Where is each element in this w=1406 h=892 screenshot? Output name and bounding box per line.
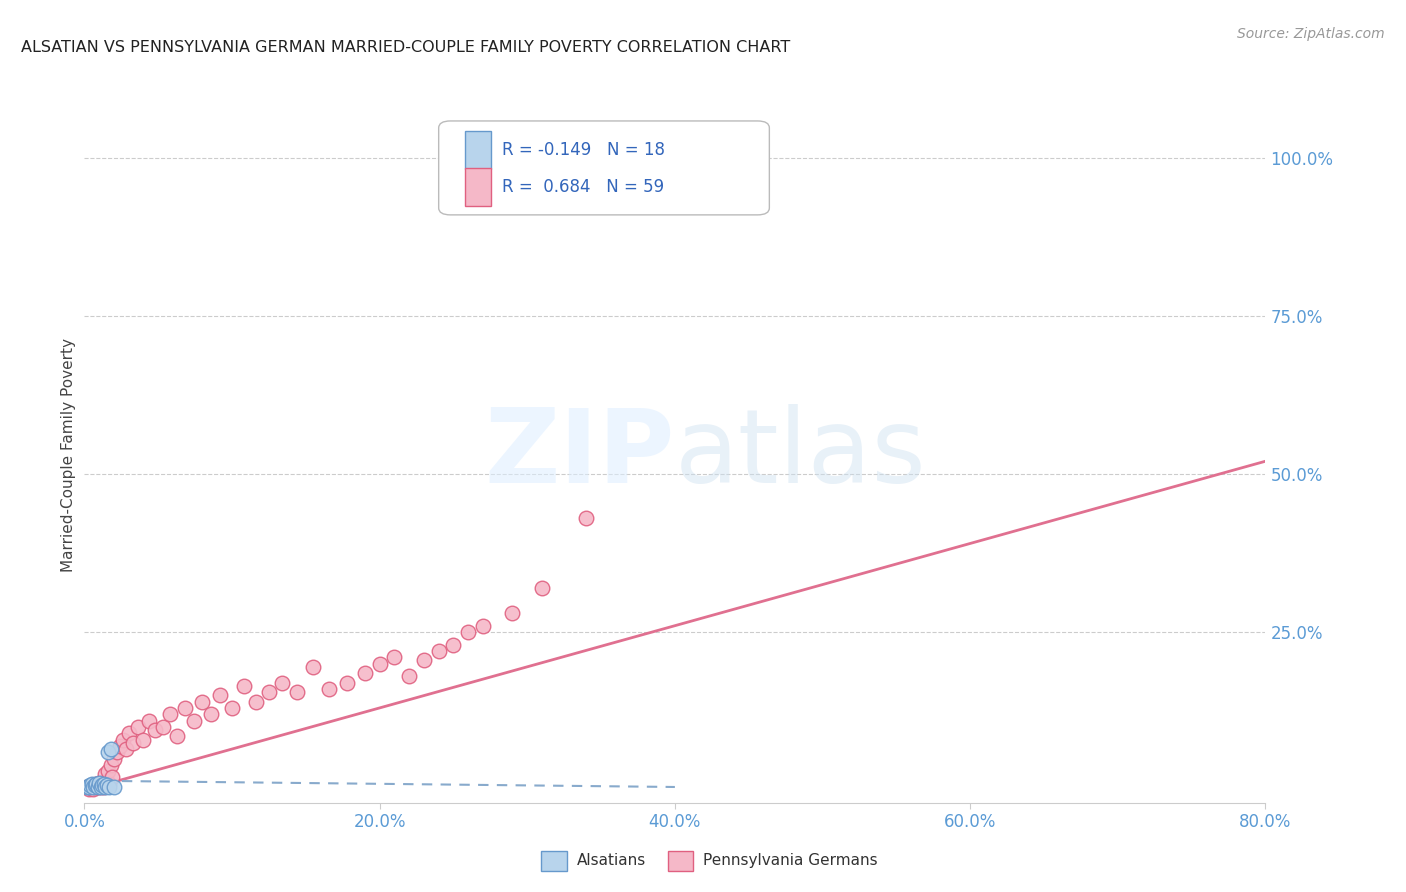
Point	[100, 757, 122, 772]
Text: Pennsylvania Germans: Pennsylvania Germans	[703, 854, 877, 868]
Point	[93, 777, 115, 791]
Point	[531, 581, 554, 595]
Point	[93, 780, 115, 794]
Point	[98, 780, 121, 794]
Point	[166, 730, 188, 744]
Point	[80, 777, 103, 791]
Point	[501, 606, 523, 620]
Point	[173, 701, 195, 715]
Text: Source: ZipAtlas.com: Source: ZipAtlas.com	[1237, 27, 1385, 41]
Point	[354, 666, 377, 681]
Point	[132, 732, 155, 747]
Bar	[464, 131, 491, 169]
Point	[200, 707, 222, 722]
Point	[457, 625, 479, 640]
Point	[97, 764, 120, 779]
Point	[77, 781, 100, 796]
Text: atlas: atlas	[675, 404, 927, 506]
Point	[101, 771, 124, 785]
Point	[127, 720, 149, 734]
Point	[103, 780, 125, 794]
Point	[138, 714, 160, 728]
Point	[114, 742, 136, 756]
Point	[97, 745, 120, 759]
Point	[368, 657, 391, 671]
Point	[232, 679, 254, 693]
Point	[382, 650, 406, 665]
Point	[77, 780, 100, 794]
Point	[79, 780, 101, 794]
Point	[427, 644, 450, 658]
Point	[413, 653, 436, 667]
Point	[79, 778, 101, 792]
Point	[105, 745, 128, 759]
Point	[183, 714, 205, 728]
Point	[257, 685, 280, 699]
Text: ALSATIAN VS PENNSYLVANIA GERMAN MARRIED-COUPLE FAMILY POVERTY CORRELATION CHART: ALSATIAN VS PENNSYLVANIA GERMAN MARRIED-…	[21, 40, 790, 55]
Point	[143, 723, 166, 737]
Point	[398, 669, 420, 683]
Point	[122, 736, 145, 750]
Point	[76, 780, 98, 794]
Point	[80, 778, 103, 792]
Point	[94, 767, 117, 781]
Point	[152, 720, 174, 734]
Y-axis label: Married-Couple Family Poverty: Married-Couple Family Poverty	[60, 338, 76, 572]
Point	[221, 701, 243, 715]
Point	[472, 618, 495, 632]
Point	[87, 775, 111, 789]
Point	[118, 726, 141, 740]
Point	[575, 511, 598, 525]
Point	[98, 777, 121, 791]
Text: Alsatians: Alsatians	[576, 854, 645, 868]
Point	[271, 675, 294, 690]
Point	[91, 778, 114, 792]
Point	[302, 660, 325, 674]
Point	[443, 638, 465, 652]
Bar	[464, 168, 491, 206]
Point	[83, 780, 105, 794]
Point	[285, 685, 308, 699]
Point	[91, 777, 114, 791]
Point	[86, 780, 108, 794]
FancyBboxPatch shape	[439, 121, 769, 215]
Text: R = -0.149   N = 18: R = -0.149 N = 18	[502, 141, 665, 159]
Point	[90, 780, 112, 794]
Point	[82, 781, 104, 796]
Point	[96, 773, 118, 788]
Point	[245, 695, 267, 709]
Point	[84, 777, 107, 791]
Point	[108, 739, 131, 753]
Point	[83, 778, 105, 792]
Point	[94, 780, 117, 794]
Point	[103, 751, 125, 765]
Point	[82, 780, 104, 794]
Point	[86, 780, 108, 794]
Point	[90, 780, 112, 794]
Point	[159, 707, 181, 722]
Point	[96, 778, 118, 792]
Point	[84, 777, 107, 791]
Point	[318, 681, 340, 696]
Point	[336, 675, 359, 690]
Point	[100, 742, 122, 756]
Point	[111, 732, 134, 747]
Text: R =  0.684   N = 59: R = 0.684 N = 59	[502, 178, 665, 196]
Point	[87, 775, 111, 789]
Point	[191, 695, 214, 709]
Point	[209, 688, 232, 702]
Text: ZIP: ZIP	[485, 404, 675, 506]
Point	[76, 780, 98, 794]
